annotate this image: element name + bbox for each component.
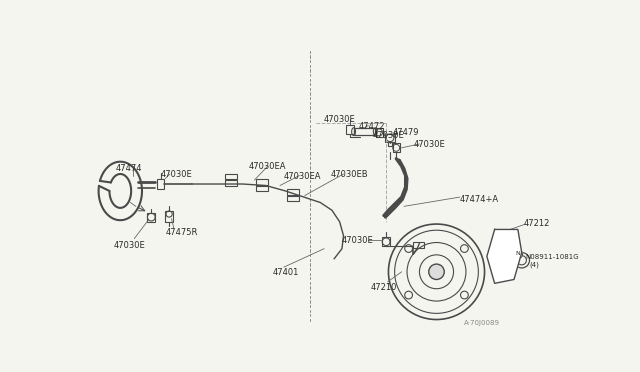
Text: N08911-1081G: N08911-1081G [525,254,579,260]
Text: 47030EA: 47030EA [284,172,321,181]
Text: N: N [516,251,520,256]
Text: 47472: 47472 [359,122,385,131]
Text: 47030E: 47030E [114,241,146,250]
Bar [385,134,396,142]
Circle shape [513,250,522,259]
Text: 47030E: 47030E [161,170,193,179]
Polygon shape [487,230,522,283]
Circle shape [429,264,444,279]
Text: 47475R: 47475R [165,228,198,237]
Text: 47030EB: 47030EB [330,170,368,179]
Bar [147,212,155,222]
Bar [165,211,173,222]
Bar [382,237,390,246]
Bar [287,189,300,195]
Bar [346,125,353,134]
Text: 47474: 47474 [116,164,142,173]
Bar [157,179,164,189]
Bar [376,128,383,137]
Bar [256,186,268,191]
Text: 47474+A: 47474+A [460,195,499,204]
Bar [225,180,237,186]
Bar [353,128,375,135]
Text: A·70J0089: A·70J0089 [463,320,500,326]
Text: 47030E: 47030E [372,131,404,140]
Bar [388,142,392,146]
Bar [393,143,400,153]
Bar [256,179,268,185]
Text: 47479: 47479 [392,128,419,137]
Text: 47030EA: 47030EA [249,162,287,171]
Text: 47401: 47401 [272,268,299,277]
Text: 47030E: 47030E [323,115,355,124]
Bar [413,242,424,248]
Bar [287,196,300,201]
Text: 47030E: 47030E [342,235,374,245]
Bar [225,174,237,179]
Text: 47030E: 47030E [413,140,445,149]
Text: (4): (4) [529,261,540,267]
Text: 47212: 47212 [524,219,550,228]
Text: 47210: 47210 [371,283,397,292]
